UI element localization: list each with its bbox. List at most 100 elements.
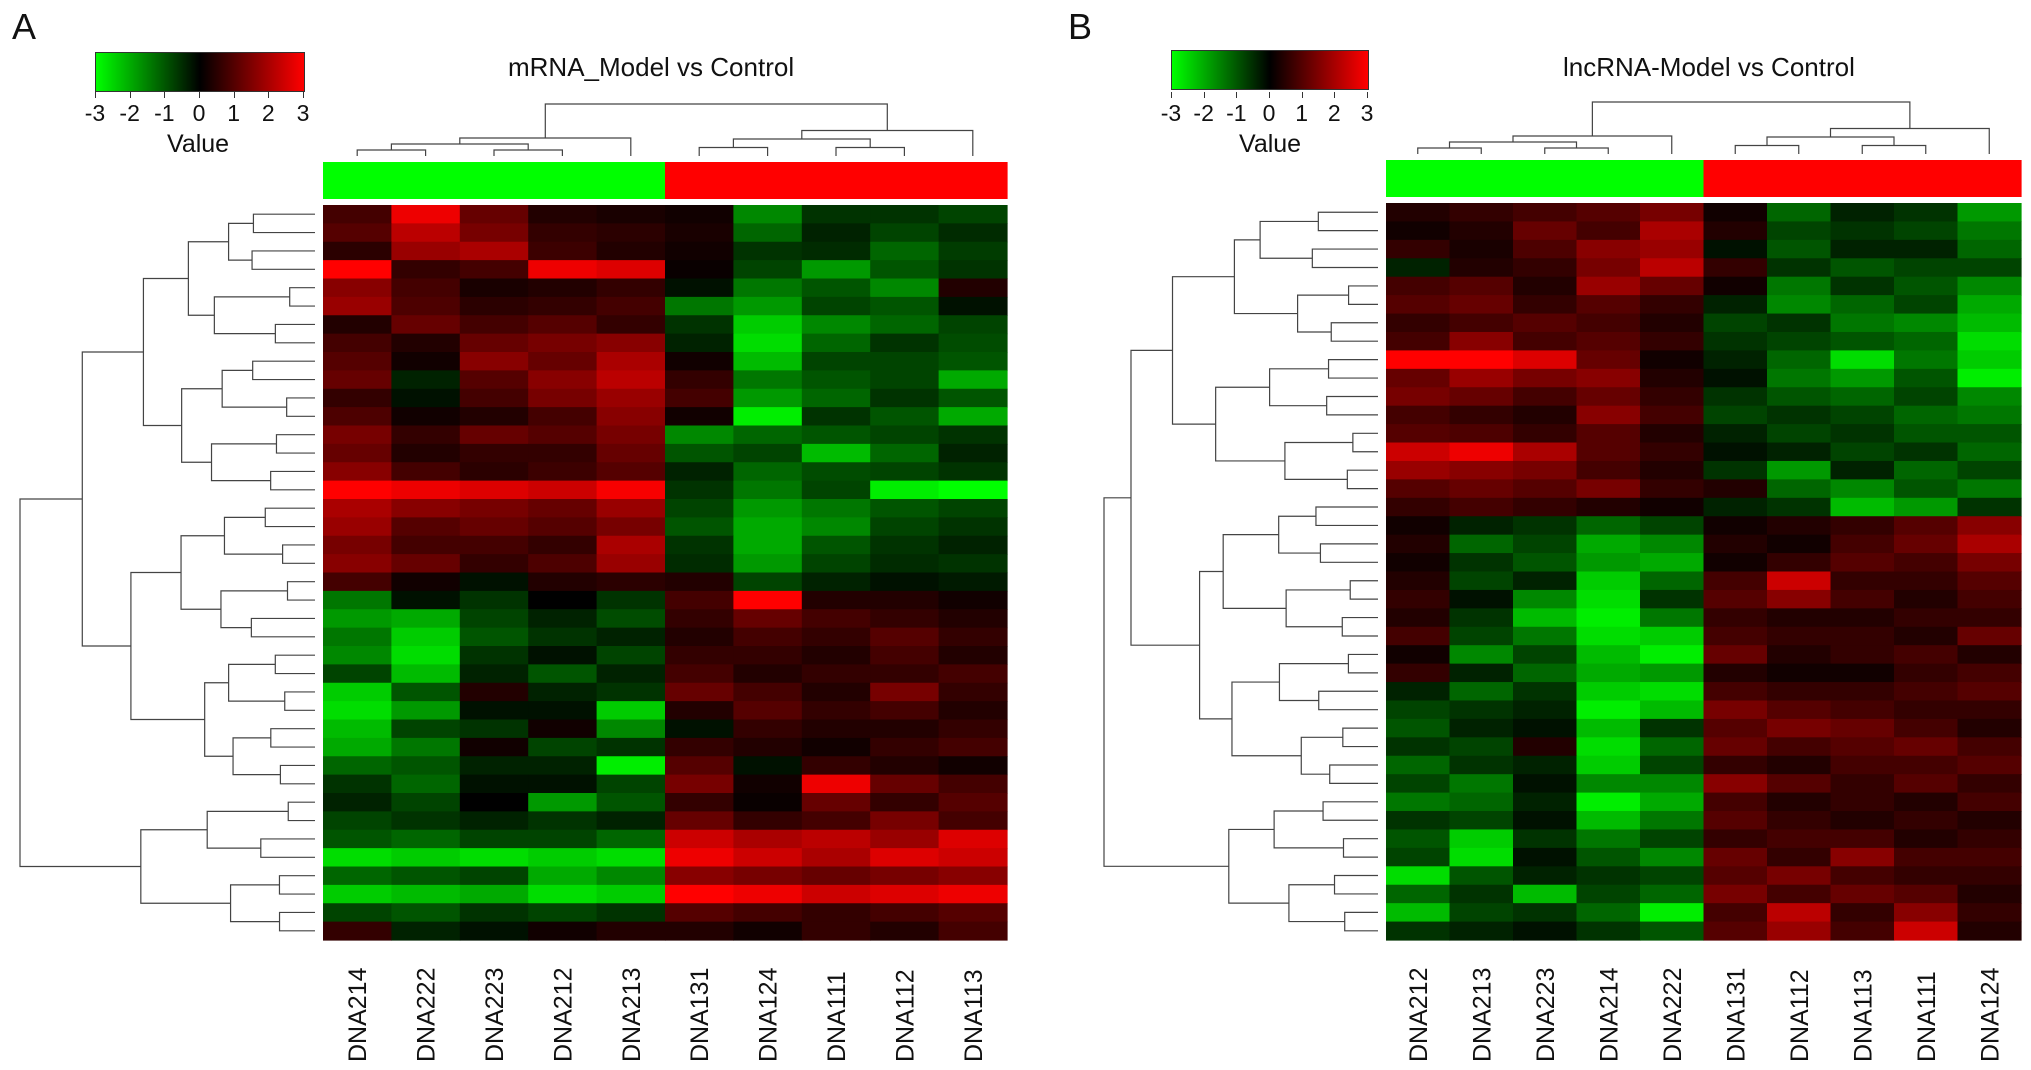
dendrogram-branch: [221, 369, 287, 408]
dendrogram-branch: [1329, 764, 1378, 784]
heatmap-cell: [938, 499, 1008, 518]
heatmap-cell: [528, 443, 598, 463]
heatmap-cell: [1767, 755, 1832, 775]
heatmap-cell: [1830, 829, 1895, 849]
heatmap-cell: [733, 480, 803, 500]
heatmap-cell: [528, 664, 598, 684]
heatmap-cell: [1894, 479, 1959, 499]
group-cell-green: [1640, 160, 1705, 197]
heatmap-cell: [391, 517, 461, 537]
dendrogram-branch: [278, 875, 315, 895]
heatmap-cell: [1386, 203, 1451, 223]
heatmap-cell: [1767, 700, 1832, 720]
heatmap-cell: [459, 241, 529, 261]
heatmap-cell: [1830, 884, 1895, 904]
color-scale-tickmark: [1367, 92, 1368, 98]
heatmap-cell: [1513, 368, 1578, 388]
heatmap-cell: [938, 774, 1008, 794]
heatmap-cell: [1513, 608, 1578, 628]
heatmap-cell: [1449, 331, 1514, 351]
dendrogram-branch: [1347, 653, 1378, 674]
heatmap-cell: [1894, 276, 1959, 296]
heatmap-cell: [1386, 534, 1451, 554]
heatmap-cell: [1576, 276, 1641, 296]
heatmap-cell: [459, 315, 529, 335]
heatmap-cell: [1957, 608, 2022, 628]
heatmap-cell: [938, 866, 1008, 886]
heatmap-cell: [665, 811, 734, 831]
heatmap-cell: [1703, 774, 1768, 794]
heatmap-cell: [1576, 331, 1641, 351]
heatmap-cell: [1640, 553, 1705, 573]
heatmap-cell: [1386, 239, 1451, 259]
heatmap-cell: [1703, 258, 1768, 278]
heatmap-cell: [801, 462, 871, 482]
heatmap-cell: [459, 296, 529, 316]
row-dendrogram: [19, 213, 315, 932]
row-dendrogram: [1103, 211, 1378, 932]
heatmap-cell: [1767, 405, 1832, 425]
heatmap-cell: [1449, 534, 1514, 554]
heatmap-cell: [528, 701, 598, 721]
dendrogram-branch: [1296, 294, 1349, 333]
heatmap-cell: [1894, 718, 1959, 738]
heatmap-cell: [733, 701, 803, 721]
heatmap-cell: [596, 388, 666, 408]
dendrogram-branch: [130, 571, 205, 721]
heatmap-cell: [665, 535, 734, 555]
heatmap-cell: [323, 572, 392, 592]
heatmap-cell: [1513, 903, 1578, 923]
heatmap-cell: [1576, 203, 1641, 223]
heatmap-cell: [1640, 884, 1705, 904]
dendrogram-branch: [275, 434, 315, 454]
heatmap-cell: [596, 554, 666, 574]
heatmap-cell: [528, 829, 598, 849]
heatmap-cell: [1640, 700, 1705, 720]
heatmap-cell: [391, 370, 461, 390]
heatmap-cell: [1703, 442, 1768, 462]
heatmap-cell: [323, 793, 392, 812]
heatmap-cell: [528, 352, 598, 371]
heatmap-cell: [801, 205, 871, 224]
column-label: DNA222: [413, 968, 441, 1063]
heatmap-cell: [1513, 239, 1578, 259]
heatmap-cell: [801, 499, 871, 518]
heatmap-cells: [1386, 203, 2022, 941]
heatmap-cell: [1894, 442, 1959, 462]
heatmap-cell: [1640, 221, 1705, 241]
color-scale-label-b: Value: [1239, 130, 1302, 158]
heatmap-cell: [1640, 608, 1705, 628]
dendrogram-branch: [228, 663, 285, 702]
heatmap-cell: [870, 756, 940, 776]
heatmap-cell: [323, 205, 392, 224]
heatmap-cell: [1957, 645, 2022, 665]
heatmap-cell: [323, 866, 392, 886]
heatmap-cell: [1767, 792, 1832, 812]
heatmap-cell: [1576, 755, 1641, 775]
heatmap-cell: [1767, 497, 1832, 517]
color-scale-tickmark: [1334, 92, 1336, 98]
heatmap-cell: [391, 554, 461, 574]
heatmap-cell: [1513, 350, 1578, 370]
heatmap-cell: [1767, 460, 1832, 480]
dendrogram-branch: [251, 250, 315, 270]
heatmap-cell: [733, 664, 803, 684]
heatmap-cell: [1703, 368, 1768, 388]
heatmap-cell: [1386, 884, 1451, 904]
dendrogram-branch: [1344, 911, 1378, 932]
heatmap-cell: [1449, 626, 1514, 646]
heatmap-cell: [1449, 553, 1514, 573]
group-cell-red: [1894, 160, 1959, 197]
heatmap-cell: [870, 499, 940, 518]
heatmap-cell: [938, 664, 1008, 684]
dendrogram-branch: [1318, 690, 1378, 711]
dendrogram-branch: [1222, 534, 1287, 609]
heatmap-cell: [733, 811, 803, 831]
heatmap-cell: [323, 480, 392, 500]
dendrogram-branch: [286, 397, 315, 417]
heatmap-cell: [1386, 553, 1451, 573]
heatmap-cell: [733, 921, 803, 941]
heatmap-cell: [870, 627, 940, 647]
dendrogram-branch: [274, 654, 315, 675]
heatmap-cell: [801, 921, 871, 941]
